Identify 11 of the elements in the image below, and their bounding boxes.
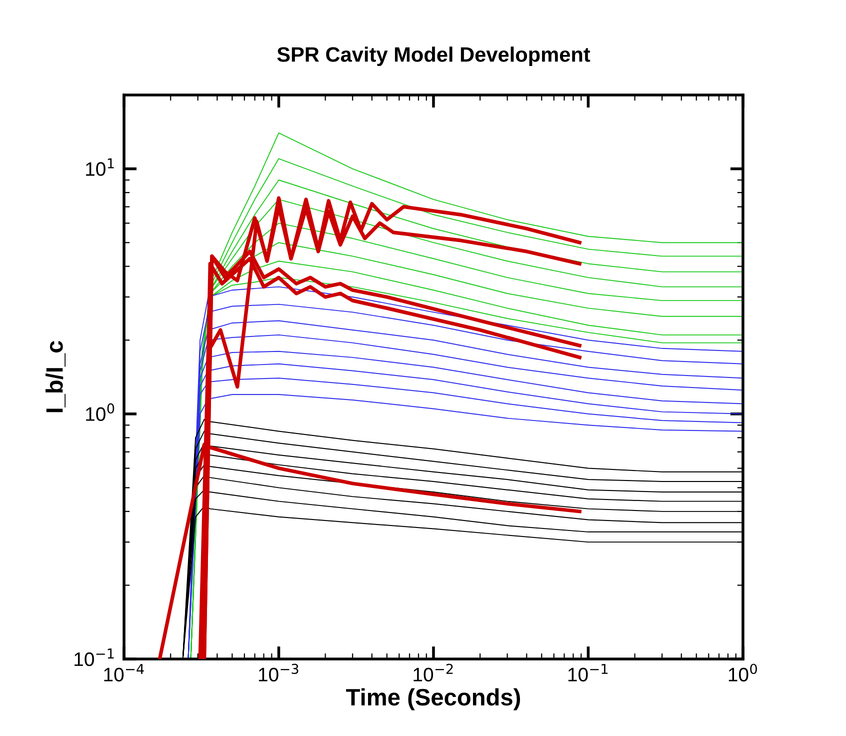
y-axis-title: I_b/I_c [46, 340, 66, 412]
x-tick-label: 10$^{−3}$ [258, 664, 298, 682]
x-tick-label: 10$^{0}$ [728, 664, 757, 682]
x-tick-label: 10$^{−4}$ [104, 664, 144, 682]
y-tick-label: 10$^{1}$ [86, 158, 114, 176]
y-tick-label: 10$^{−1}$ [74, 648, 114, 666]
x-tick-label: 10$^{−1}$ [568, 664, 608, 682]
x-axis-title: Time (Seconds) [346, 688, 520, 710]
chart-title: SPR Cavity Model Development [277, 46, 590, 66]
x-tick-label: 10$^{−2}$ [414, 664, 453, 682]
y-tick-label: 10$^{0}$ [86, 403, 114, 421]
